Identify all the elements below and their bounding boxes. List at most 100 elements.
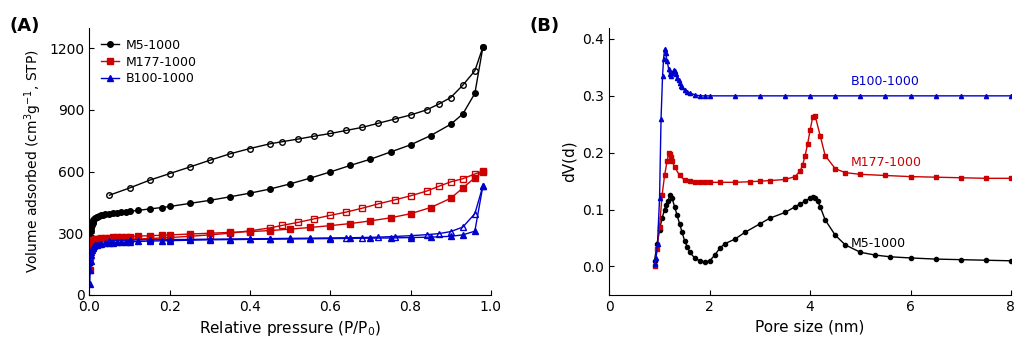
M177-1000 [85, 243, 97, 247]
M5-1000 [224, 195, 236, 199]
B100-1000 [203, 238, 216, 242]
M177-1000 [284, 227, 296, 231]
Y-axis label: dV(d): dV(d) [562, 141, 577, 182]
B100-1000 [156, 239, 168, 243]
Line: B100-1000: B100-1000 [87, 183, 486, 286]
M177-1000 [85, 247, 97, 252]
B100-1000 [86, 247, 98, 252]
M177-1000 [87, 238, 99, 242]
M5-1000 [111, 211, 124, 215]
B100-1000 [364, 236, 377, 240]
Line: M177-1000: M177-1000 [87, 169, 486, 273]
B100-1000 [424, 235, 437, 239]
B100-1000 [86, 250, 98, 254]
Text: M5-1000: M5-1000 [850, 237, 905, 250]
M5-1000 [264, 187, 277, 191]
M177-1000 [345, 222, 357, 226]
Text: (A): (A) [9, 17, 39, 35]
M5-1000 [345, 163, 357, 168]
M5-1000 [456, 112, 469, 116]
B100-1000 [88, 244, 100, 248]
B100-1000 [120, 240, 132, 244]
M5-1000 [445, 122, 457, 126]
M5-1000 [107, 211, 120, 215]
M5-1000 [364, 157, 377, 161]
M5-1000 [99, 212, 111, 217]
M177-1000 [131, 234, 143, 238]
B100-1000 [405, 235, 417, 240]
B100-1000 [85, 259, 97, 263]
B100-1000 [469, 229, 481, 233]
M5-1000 [304, 176, 317, 180]
M177-1000 [89, 237, 101, 241]
M5-1000 [89, 216, 101, 220]
M5-1000 [116, 210, 128, 214]
M177-1000 [364, 219, 377, 223]
M5-1000 [469, 91, 481, 95]
M177-1000 [86, 240, 98, 244]
B100-1000 [264, 237, 277, 241]
M177-1000 [86, 241, 98, 245]
Line: M5-1000: M5-1000 [87, 44, 486, 266]
B100-1000 [95, 242, 107, 246]
B100-1000 [324, 236, 336, 241]
B100-1000 [224, 237, 236, 242]
Text: (B): (B) [529, 17, 559, 35]
Text: M177-1000: M177-1000 [850, 157, 922, 169]
B100-1000 [84, 268, 96, 272]
M5-1000 [103, 212, 116, 216]
B100-1000 [143, 239, 156, 243]
M177-1000 [384, 216, 396, 220]
B100-1000 [87, 246, 99, 250]
M5-1000 [84, 246, 96, 250]
M177-1000 [424, 206, 437, 210]
M5-1000 [184, 201, 196, 206]
B100-1000 [103, 241, 116, 245]
B100-1000 [107, 241, 120, 245]
M177-1000 [99, 236, 111, 240]
M5-1000 [143, 207, 156, 211]
B100-1000 [91, 242, 103, 247]
M5-1000 [405, 143, 417, 147]
B100-1000 [304, 237, 317, 241]
B100-1000 [87, 245, 99, 249]
B100-1000 [244, 237, 256, 241]
B100-1000 [93, 242, 105, 246]
B100-1000 [85, 253, 97, 258]
B100-1000 [116, 240, 128, 244]
M5-1000 [91, 215, 103, 219]
M177-1000 [116, 235, 128, 239]
M177-1000 [405, 212, 417, 216]
B100-1000 [284, 237, 296, 241]
M177-1000 [84, 268, 96, 272]
B100-1000 [124, 240, 136, 244]
M5-1000 [91, 215, 103, 219]
M177-1000 [324, 224, 336, 228]
M177-1000 [163, 233, 175, 237]
M5-1000 [384, 150, 396, 154]
M5-1000 [424, 133, 437, 138]
M5-1000 [156, 206, 168, 210]
M5-1000 [86, 223, 98, 228]
B100-1000 [477, 184, 489, 188]
M177-1000 [203, 231, 216, 235]
M177-1000 [84, 255, 96, 259]
B100-1000 [384, 236, 396, 240]
M177-1000 [184, 232, 196, 236]
M5-1000 [93, 214, 105, 218]
M5-1000 [244, 191, 256, 195]
M5-1000 [88, 217, 100, 222]
M5-1000 [477, 45, 489, 49]
M177-1000 [88, 238, 100, 242]
M5-1000 [85, 235, 97, 240]
B100-1000 [345, 236, 357, 240]
M5-1000 [97, 213, 109, 217]
Text: B100-1000: B100-1000 [850, 75, 920, 88]
Legend: M5-1000, M177-1000, B100-1000: M5-1000, M177-1000, B100-1000 [96, 34, 201, 91]
M177-1000 [456, 186, 469, 190]
M177-1000 [469, 176, 481, 180]
M5-1000 [87, 218, 99, 223]
M5-1000 [203, 198, 216, 202]
M5-1000 [86, 226, 98, 230]
X-axis label: Relative pressure (P/P$_0$): Relative pressure (P/P$_0$) [199, 320, 381, 338]
